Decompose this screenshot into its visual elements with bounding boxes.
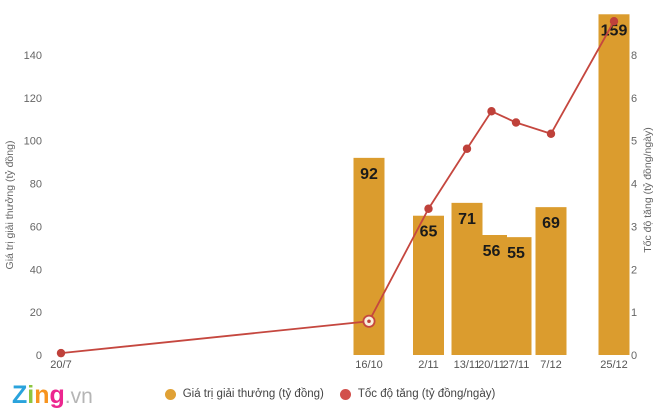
right-axis-tick-label: 3 [631, 221, 637, 233]
bar-value-label: 69 [542, 215, 560, 232]
logo-letter: Z [12, 381, 28, 409]
legend-label: Tốc độ tăng (tỷ đồng/ngày) [357, 388, 496, 400]
left-axis-tick-label: 40 [30, 264, 42, 276]
x-axis-label: 16/10 [355, 359, 383, 371]
x-axis-label: 13/11 [454, 359, 481, 371]
bar-2-11[interactable] [413, 215, 444, 355]
line-point-center-dot [367, 319, 371, 324]
line-point[interactable] [609, 17, 619, 26]
right-axis-tick-label: 4 [631, 179, 637, 191]
bar-25-12[interactable] [598, 14, 630, 356]
left-axis-tick-label: 120 [24, 93, 42, 105]
line-point[interactable] [424, 204, 433, 213]
legend-dot [164, 388, 176, 400]
bar-value-label: 159 [601, 22, 628, 39]
right-axis-title: Tốc độ tăng (tỷ đồng/ngày) [642, 127, 654, 253]
logo-letter: g [49, 381, 65, 409]
left-axis-tick-label: 60 [30, 221, 42, 233]
right-axis-tick-label: 1 [631, 307, 637, 319]
line-point[interactable] [462, 144, 472, 153]
x-axis-label: 2/11 [418, 359, 439, 371]
line-point[interactable] [546, 129, 556, 138]
right-axis-tick-label: 6 [631, 93, 637, 105]
left-axis-tick-label: 80 [30, 179, 42, 191]
left-axis-title: Giá trị giải thưởng (tỷ đồng) [4, 141, 16, 270]
left-axis-tick-label: 100 [24, 136, 42, 148]
x-axis-label: 7/12 [540, 359, 561, 371]
legend-item-1[interactable]: Tốc độ tăng (tỷ đồng/ngày) [339, 388, 496, 400]
right-axis-tick-label: 5 [631, 136, 637, 148]
bar-value-label: 65 [420, 224, 438, 241]
line-point[interactable] [487, 107, 496, 116]
x-axis-label: 20/7 [50, 359, 71, 371]
right-axis-tick-label: 0 [631, 350, 637, 362]
bar-value-label: 71 [458, 211, 476, 228]
left-axis-tick-label: 20 [30, 307, 42, 319]
x-axis-label: 25/12 [600, 359, 628, 371]
legend-dot [339, 388, 351, 400]
left-axis-tick-label: 140 [24, 50, 42, 62]
bar-27-11[interactable] [500, 237, 532, 355]
line-series [60, 20, 615, 355]
legend-label: Giá trị giải thưởng (tỷ đồng) [182, 388, 324, 400]
right-axis-tick-label: 2 [631, 264, 637, 276]
legend-item-0[interactable]: Giá trị giải thưởng (tỷ đồng) [164, 388, 324, 400]
right-axis-tick-label: 8 [631, 50, 637, 62]
left-axis-tick-label: 0 [36, 350, 42, 362]
zing-logo: Zing.vn [12, 383, 93, 408]
chart-legend: Giá trị giải thưởng (tỷ đồng) Tốc độ tăng… [0, 388, 660, 400]
line-point[interactable] [511, 118, 521, 127]
x-axis-label: 27/11 [503, 359, 530, 371]
line-point[interactable] [56, 348, 66, 358]
x-axis-label: 20/11 [478, 359, 505, 371]
bar-value-label: 55 [507, 245, 525, 262]
logo-suffix: .vn [64, 385, 93, 408]
logo-letter: n [34, 381, 50, 409]
bar-value-label: 56 [483, 243, 501, 260]
bar-7-12[interactable] [535, 207, 567, 355]
bar-value-label: 92 [360, 166, 378, 183]
logo-letter: i [27, 381, 35, 409]
